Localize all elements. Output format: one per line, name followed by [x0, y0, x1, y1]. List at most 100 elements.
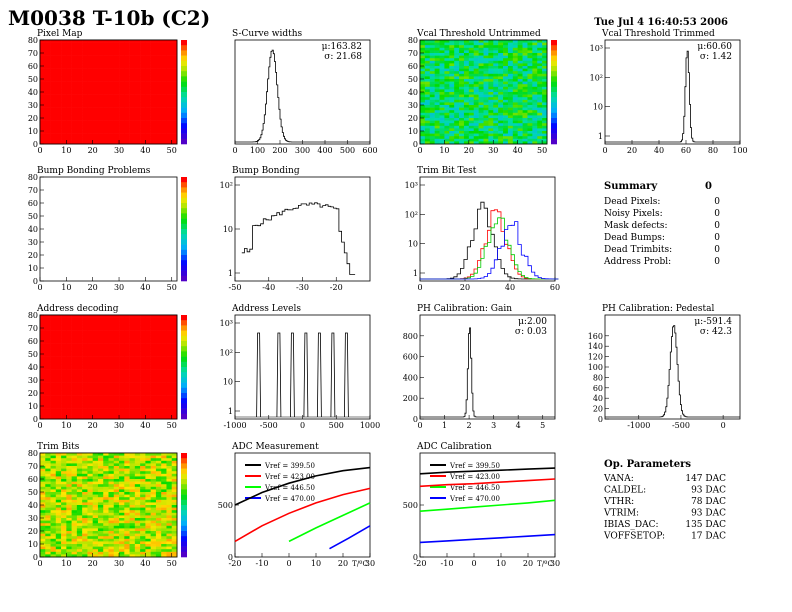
heatmap-cell [71, 476, 78, 480]
heatmap-cell [463, 112, 470, 116]
x-tick-label: 60 [550, 283, 560, 292]
heatmap-cell [161, 549, 167, 553]
heatmap-cell [155, 341, 162, 344]
heatmap-cell [129, 79, 136, 82]
heatmap-cell [61, 42, 67, 46]
heatmap-cell [150, 486, 157, 490]
heatmap-cell [76, 374, 83, 378]
heatmap-cell [50, 406, 57, 409]
heatmap-cell [76, 99, 83, 103]
heatmap-cell [434, 92, 440, 95]
heatmap-cell [439, 115, 445, 119]
y-tick-label: 40 [28, 501, 38, 510]
heatmap-cell [454, 50, 460, 54]
heatmap-cell [103, 94, 109, 98]
heatmap-cell [71, 42, 78, 46]
heatmap-cell [71, 86, 78, 90]
heatmap-cell [454, 76, 460, 80]
heatmap-cell [92, 406, 99, 409]
heatmap-cell [124, 107, 130, 111]
heatmap-cell [124, 40, 130, 43]
heatmap-cell [134, 554, 141, 558]
heatmap-cell [129, 86, 136, 90]
heatmap-cell [97, 463, 104, 467]
heatmap-cell [468, 76, 475, 80]
heatmap-cell [150, 128, 157, 132]
heatmap-cell [113, 47, 120, 51]
heatmap-cell [483, 112, 489, 116]
heatmap-cell [50, 118, 57, 121]
heatmap-cell [82, 507, 88, 511]
heatmap-cell [478, 66, 484, 69]
heatmap-cell [55, 518, 62, 521]
legend-label: Vref = 423.00 [264, 473, 315, 481]
heatmap-cell [444, 128, 450, 132]
heatmap-cell [171, 528, 178, 532]
heatmap-cell [512, 40, 518, 43]
heatmap-cell [473, 115, 479, 119]
heatmap-cell [92, 76, 99, 80]
heatmap-cell [92, 53, 99, 56]
heatmap-cell [537, 79, 543, 82]
heatmap-cell [103, 533, 109, 537]
colorbar-segment [181, 387, 187, 394]
heatmap-cell [82, 387, 88, 391]
heatmap-cell [155, 374, 162, 378]
heatmap-cell [108, 395, 115, 399]
heatmap-cell [459, 112, 465, 116]
heatmap-cell [488, 115, 494, 119]
heatmap-cell [55, 544, 62, 547]
heatmap-cell [468, 79, 475, 82]
heatmap-cell [61, 369, 67, 373]
heatmap-cell [155, 533, 162, 537]
heatmap-cell [108, 317, 115, 321]
heatmap-cell [155, 554, 162, 558]
heatmap-cell [171, 58, 178, 62]
histogram-peak [256, 332, 261, 418]
heatmap-cell [166, 84, 173, 88]
heatmap-cell [507, 123, 514, 127]
heatmap-cell [92, 489, 99, 493]
colorbar-segment [551, 71, 557, 77]
heatmap-cell [150, 115, 157, 119]
heatmap-cell [71, 99, 78, 103]
heatmap-cell [61, 528, 67, 532]
heatmap-cell [134, 131, 141, 134]
heatmap-cell [468, 133, 475, 137]
heatmap-cell [145, 382, 151, 386]
heatmap-cell [92, 81, 99, 85]
heatmap-cell [420, 92, 426, 95]
heatmap-cell [82, 531, 88, 534]
heatmap-cell [512, 58, 518, 62]
heatmap-cell [40, 317, 46, 321]
heatmap-cell [473, 125, 479, 129]
heatmap-cell [166, 398, 173, 402]
heatmap-cell [532, 112, 538, 116]
stat-label: μ:2.00 [518, 317, 547, 327]
x-tick-label: -20 [414, 559, 427, 568]
heatmap-cell [97, 89, 104, 93]
heatmap-cell [82, 73, 88, 77]
heatmap-cell [134, 533, 141, 537]
heatmap-cell [537, 131, 543, 134]
heatmap-cell [76, 115, 83, 119]
heatmap-cell [161, 387, 167, 391]
legend-label: Vref = 399.50 [449, 462, 500, 470]
heatmap-cell [459, 118, 465, 121]
heatmap-cell [61, 325, 67, 329]
heatmap-cell [40, 515, 46, 519]
heatmap-cell [87, 380, 93, 383]
heatmap-cell [150, 479, 157, 482]
heatmap-cell [161, 473, 167, 477]
y-tick-label: 20 [28, 251, 38, 260]
heatmap-cell [150, 369, 157, 373]
data-series-line [419, 533, 556, 544]
heatmap-cell [155, 489, 162, 493]
x-tick-label: -500 [260, 421, 278, 430]
heatmap-cell [66, 73, 72, 77]
heatmap-cell [134, 390, 141, 394]
heatmap-cell [537, 89, 543, 93]
heatmap-cell [129, 484, 136, 488]
heatmap-cell [468, 115, 475, 119]
